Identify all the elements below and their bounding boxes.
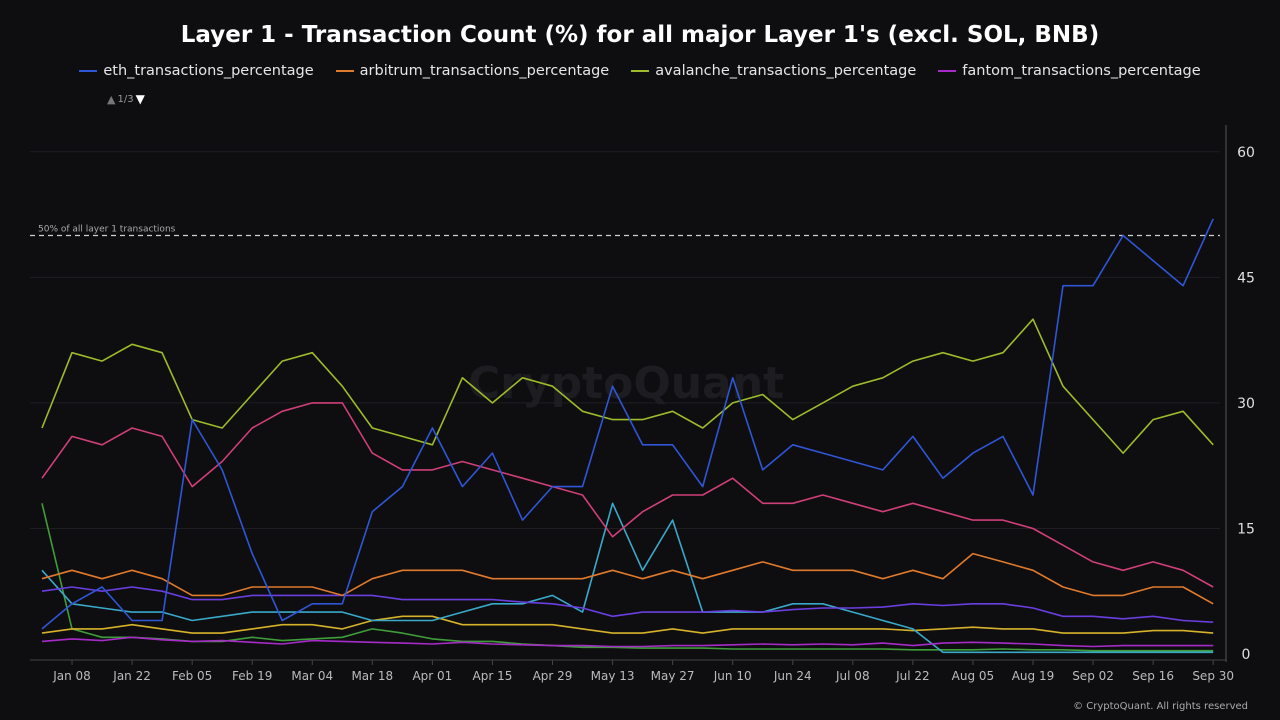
y-tick-label: 60: [1237, 145, 1255, 161]
legend-item[interactable]: fantom_transactions_percentage: [938, 63, 1201, 79]
x-tick-label: Apr 29: [533, 669, 573, 683]
y-tick-label: 45: [1237, 270, 1255, 286]
unlabeled-series-line: [41, 402, 1214, 588]
legend-item[interactable]: eth_transactions_percentage: [79, 63, 314, 79]
x-tick-label: Mar 04: [291, 669, 333, 683]
legend-swatch: [938, 70, 957, 72]
legend-label: avalanche_transactions_percentage: [655, 63, 917, 79]
x-tick-label: Feb 05: [172, 669, 212, 683]
x-tick-label: Feb 19: [232, 669, 272, 683]
legend-swatch: [631, 70, 650, 72]
avalanche-transactions-percentage-line: [41, 318, 1214, 454]
legend-prev-page-icon[interactable]: ▲: [107, 92, 116, 106]
x-tick-label: Apr 01: [412, 669, 452, 683]
legend-swatch: [335, 70, 354, 72]
x-tick-label: Jul 08: [835, 669, 870, 683]
copyright-footer: © CryptoQuant. All rights reserved: [1073, 701, 1248, 712]
legend-pager: ▲ 1/3 ▼: [107, 92, 145, 106]
reference-line-label: 50% of all layer 1 transactions: [38, 225, 176, 235]
legend-swatch: [79, 70, 98, 72]
fantom-transactions-percentage-line: [41, 636, 1214, 648]
legend-page-indicator: 1/3: [117, 93, 134, 105]
arbitrum-transactions-percentage-line: [41, 552, 1214, 605]
x-tick-label: Sep 16: [1132, 669, 1174, 683]
x-tick-label: May 13: [591, 669, 635, 683]
y-tick-label: 15: [1237, 521, 1255, 537]
legend-label: fantom_transactions_percentage: [962, 63, 1201, 79]
x-tick-label: Aug 05: [952, 669, 995, 683]
y-tick-label: 30: [1237, 396, 1255, 412]
legend-label: eth_transactions_percentage: [103, 63, 314, 79]
legend: eth_transactions_percentage arbitrum_tran…: [0, 63, 1280, 79]
x-tick-label: Jun 24: [773, 669, 812, 683]
x-tick-label: Jan 08: [52, 669, 91, 683]
x-tick-label: Jul 22: [895, 669, 930, 683]
x-tick-label: Jun 10: [713, 669, 752, 683]
unlabeled-series-line: [41, 586, 1214, 623]
unlabeled-series-line: [41, 503, 1214, 652]
x-tick-label: Mar 18: [351, 669, 393, 683]
legend-label: arbitrum_transactions_percentage: [359, 63, 610, 79]
x-tick-label: Apr 15: [473, 669, 513, 683]
x-tick-label: Jan 22: [112, 669, 151, 683]
legend-next-page-icon[interactable]: ▼: [135, 92, 145, 106]
x-tick-label: Aug 19: [1012, 669, 1055, 683]
x-tick-label: Sep 30: [1192, 669, 1234, 683]
eth-transactions-percentage-line: [41, 218, 1214, 630]
unlabeled-series-line: [41, 502, 1214, 654]
x-tick-label: Sep 02: [1072, 669, 1114, 683]
legend-item[interactable]: avalanche_transactions_percentage: [631, 63, 916, 79]
y-tick-label: 0: [1242, 647, 1251, 663]
legend-item[interactable]: arbitrum_transactions_percentage: [335, 63, 610, 79]
x-tick-label: May 27: [651, 669, 695, 683]
unlabeled-series-line: [41, 615, 1214, 634]
chart-title: Layer 1 - Transaction Count (%) for all …: [180, 22, 1100, 48]
